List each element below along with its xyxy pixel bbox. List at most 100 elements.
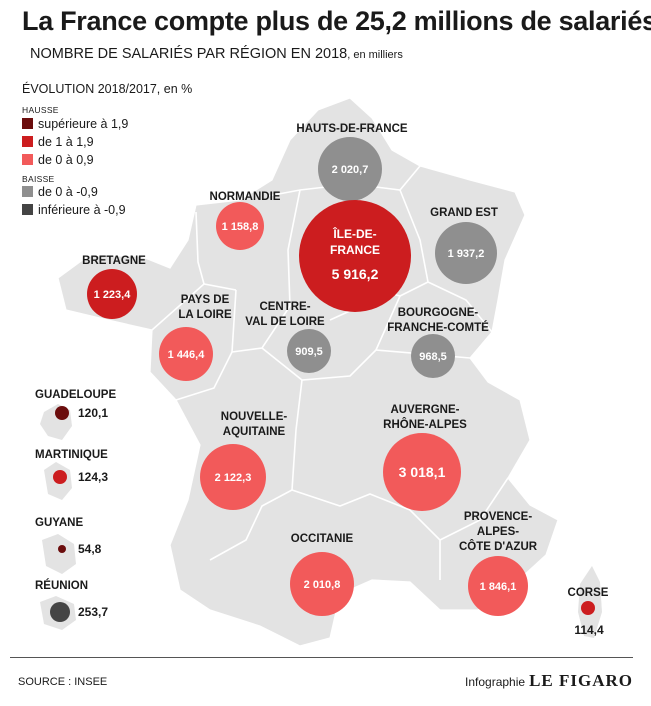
legend-label: supérieure à 1,9 <box>38 117 129 131</box>
bubble-circle <box>216 202 264 250</box>
legend-label: de 1 à 1,9 <box>38 135 94 149</box>
region-label-grand-est: GRAND EST <box>430 207 498 219</box>
bubble-value: 968,5 <box>419 351 447 363</box>
bubble-pays-de-la-loire: 1 446,4 <box>159 327 213 381</box>
value-guyane: 54,8 <box>78 542 102 556</box>
legend-item-0-0-9: de 0 à 0,9 <box>22 153 94 167</box>
bubble-circle <box>287 329 331 373</box>
subtitle: NOMBRE DE SALARIÉS PAR RÉGION EN 2018, e… <box>30 46 403 62</box>
legend-item-inf-neg-0-9: inférieure à -0,9 <box>22 203 126 217</box>
bubble-nouvelle-aquitaine: 2 122,3 <box>200 444 266 510</box>
bubble-value: 1 158,8 <box>222 221 259 233</box>
legend-group-hausse: HAUSSE <box>22 105 59 115</box>
bubble-provence-alpes-cote-d-azur: 1 846,1 <box>468 556 528 616</box>
bubble-bretagne: 1 223,4 <box>87 269 137 319</box>
bubble-centre-val-de-loire: 909,5 <box>287 329 331 373</box>
legend-item-0-neg-0-9: de 0 à -0,9 <box>22 185 98 199</box>
value-reunion: 253,7 <box>78 605 108 619</box>
bubble-circle <box>200 444 266 510</box>
subtitle-main: NOMBRE DE SALARIÉS PAR RÉGION EN 2018 <box>30 46 348 62</box>
bubble-name-line: FRANCE <box>330 243 380 257</box>
bubble-circle <box>435 222 497 284</box>
bubble-circle <box>383 433 461 511</box>
region-label-bretagne: BRETAGNE <box>82 255 146 267</box>
legend-swatch <box>22 154 33 165</box>
legend-title: ÉVOLUTION 2018/2017, en % <box>22 82 193 96</box>
region-label-guyane: GUYANE <box>35 517 83 529</box>
region-label-pays-de-la-loire-2: LA LOIRE <box>178 309 232 321</box>
dot-martinique <box>53 470 67 484</box>
bubble-circle <box>299 200 411 312</box>
bubble-circle <box>468 556 528 616</box>
bubble-ile-de-france: ÎLE-DE- FRANCE 5 916,2 <box>299 200 411 312</box>
region-label-bourgogne-2: FRANCHE-COMTÉ <box>387 321 489 334</box>
source-note: SOURCE : INSEE <box>18 676 108 688</box>
bubble-value: 1 223,4 <box>94 289 132 301</box>
bubble-auvergne-rhone-alpes: 3 018,1 <box>383 433 461 511</box>
bubble-circle <box>159 327 213 381</box>
bubble-value: 1 846,1 <box>480 581 517 593</box>
value-martinique: 124,3 <box>78 470 108 484</box>
value-guadeloupe: 120,1 <box>78 406 108 420</box>
bubble-normandie: 1 158,8 <box>216 202 264 250</box>
legend-item-sup-1-9: supérieure à 1,9 <box>22 117 128 131</box>
region-label-reunion: RÉUNION <box>35 579 88 592</box>
value-corse: 114,4 <box>574 623 604 637</box>
bubble-name-line: ÎLE-DE- <box>332 226 376 241</box>
legend-swatch <box>22 136 33 147</box>
region-label-auvergne-1: AUVERGNE- <box>390 404 459 416</box>
bubble-hauts-de-france: 2 020,7 <box>318 137 382 201</box>
credit: Infographie LE FIGARO <box>465 671 633 691</box>
bubble-value: 1 937,2 <box>448 248 485 260</box>
region-label-normandie: NORMANDIE <box>210 191 281 203</box>
bubble-value: 5 916,2 <box>332 266 379 282</box>
legend-label: inférieure à -0,9 <box>38 203 126 217</box>
region-label-centre-1: CENTRE- <box>259 301 310 313</box>
bubble-value: 2 010,8 <box>304 579 341 591</box>
dot-reunion <box>50 602 70 622</box>
region-label-guadeloupe: GUADELOUPE <box>35 389 116 401</box>
region-label-bourgogne-1: BOURGOGNE- <box>398 307 479 319</box>
region-label-pays-de-la-loire-1: PAYS DE <box>181 294 230 306</box>
region-label-corse: CORSE <box>568 587 609 599</box>
legend-group-baisse: BAISSE <box>22 174 55 184</box>
dot-guyane <box>58 545 66 553</box>
region-label-auvergne-2: RHÔNE-ALPES <box>383 418 467 431</box>
legend-label: de 0 à -0,9 <box>38 185 98 199</box>
bubble-value: 2 020,7 <box>332 164 369 176</box>
bubble-occitanie: 2 010,8 <box>290 552 354 616</box>
bubble-corse <box>581 601 595 615</box>
credit-prefix: Infographie <box>465 675 526 689</box>
bubble-value: 909,5 <box>295 346 323 358</box>
bubble-value: 2 122,3 <box>215 472 252 484</box>
legend-swatch <box>22 186 33 197</box>
bubble-circle <box>581 601 595 615</box>
guyane-shape <box>42 534 76 574</box>
region-label-nouvelle-aquitaine-2: AQUITAINE <box>223 426 286 438</box>
bubble-circle <box>411 334 455 378</box>
bubble-value: 3 018,1 <box>399 464 446 480</box>
region-label-martinique: MARTINIQUE <box>35 449 108 461</box>
region-label-paca-2: ALPES- <box>477 526 519 538</box>
region-label-centre-2: VAL DE LOIRE <box>245 316 325 328</box>
page-title: La France compte plus de 25,2 millions d… <box>22 6 651 36</box>
legend-label: de 0 à 0,9 <box>38 153 94 167</box>
bubble-grand-est: 1 937,2 <box>435 222 497 284</box>
bubble-bourgogne-franche-comte: 968,5 <box>411 334 455 378</box>
legend-swatch <box>22 118 33 129</box>
region-label-nouvelle-aquitaine-1: NOUVELLE- <box>221 411 288 423</box>
legend-swatch <box>22 204 33 215</box>
region-label-hauts-de-france: HAUTS-DE-FRANCE <box>296 123 407 135</box>
le-figaro-logo: LE FIGARO <box>529 671 633 690</box>
region-label-paca-1: PROVENCE- <box>464 511 533 523</box>
dot-guadeloupe <box>55 406 69 420</box>
subtitle-unit: , en milliers <box>347 49 403 61</box>
region-label-occitanie: OCCITANIE <box>291 533 354 545</box>
bubble-circle <box>87 269 137 319</box>
bubble-value: 1 446,4 <box>168 349 206 361</box>
bubble-circle <box>290 552 354 616</box>
region-label-paca-3: CÔTE D'AZUR <box>459 540 538 553</box>
bubble-circle <box>318 137 382 201</box>
footer-divider <box>10 657 633 658</box>
